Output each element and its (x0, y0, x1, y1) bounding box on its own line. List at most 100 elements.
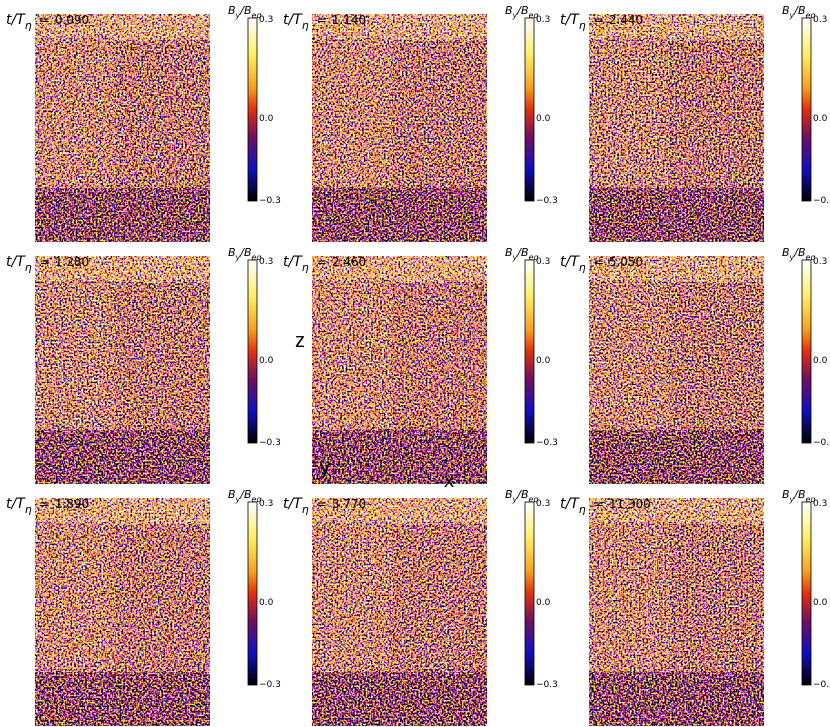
colorbar-tick-label: 0.3 (259, 15, 273, 25)
cube-face (392, 282, 487, 442)
cb-s2: eq (806, 11, 816, 20)
cube-face (312, 256, 487, 310)
colorbar-tick-label: 0.3 (536, 15, 550, 25)
cb-b2: /B (239, 4, 251, 17)
time-label: t/Tη = 2.440 (560, 12, 643, 32)
colorbar (801, 17, 812, 202)
cb-s2: eq (252, 11, 262, 20)
colorbar-tick-label: −0.3 (813, 196, 830, 206)
colorbar-label: By/Beq (228, 4, 262, 20)
cube-face (312, 280, 392, 442)
cube-face (669, 282, 764, 442)
time-subscript: η (302, 19, 309, 32)
cb-s1: y (789, 495, 795, 504)
colorbar (247, 501, 258, 686)
colorbar-label: By/Beq (228, 246, 262, 262)
cb-s2: eq (529, 495, 539, 504)
cb-s1: y (789, 11, 795, 20)
time-equals: = (40, 13, 50, 27)
time-subscript: η (579, 503, 586, 516)
cb-b2: /B (239, 246, 251, 259)
cb-s2: eq (529, 11, 539, 20)
colorbar-label: By/Beq (505, 4, 539, 20)
time-value: 2.440 (609, 13, 643, 27)
time-label: t/Tη = 5.050 (560, 254, 643, 274)
colorbar-label: By/Beq (782, 488, 816, 504)
cube-face (392, 40, 487, 200)
colorbar-tick-label: 0.3 (813, 499, 827, 509)
time-value: 11.300 (609, 497, 651, 511)
cb-b1: B (782, 246, 790, 259)
time-value: 1.140 (332, 13, 366, 27)
cb-b1: B (505, 4, 513, 17)
colorbar-tick-label: 0.0 (813, 356, 828, 366)
colorbar (247, 259, 258, 444)
time-symbol: t/T (6, 496, 26, 512)
colorbar-tick-label: 0.3 (536, 257, 550, 267)
colorbar-tick-label: 0.3 (259, 257, 273, 267)
colorbar-tick-label: 0.0 (259, 598, 274, 608)
colorbar-label: By/Beq (505, 246, 539, 262)
time-equals: = (594, 13, 604, 27)
cube-face (35, 14, 210, 68)
time-value: 1.890 (55, 497, 89, 511)
cube-face (589, 256, 764, 310)
cube-face (669, 524, 764, 684)
time-symbol: t/T (560, 12, 580, 28)
cb-b2: /B (793, 4, 805, 17)
colorbar-tick-label: −0.3 (536, 680, 558, 690)
cb-b1: B (782, 488, 790, 501)
colorbar (524, 501, 535, 686)
cb-b1: B (228, 246, 236, 259)
axis-label-z: z (295, 330, 305, 352)
cb-s1: y (512, 253, 518, 262)
cube-face (35, 430, 210, 484)
cb-s1: y (512, 11, 518, 20)
cube-face (35, 498, 210, 552)
cb-b2: /B (516, 246, 528, 259)
cb-b2: /B (516, 488, 528, 501)
cb-s1: y (789, 253, 795, 262)
time-value: 5.050 (609, 255, 643, 269)
time-symbol: t/T (283, 496, 303, 512)
colorbar-tick-label: −0.3 (813, 438, 830, 448)
cube-face (312, 188, 487, 242)
time-symbol: t/T (560, 254, 580, 270)
colorbar-tick-label: −0.3 (259, 680, 281, 690)
cb-s2: eq (806, 495, 816, 504)
cube-face (35, 280, 115, 442)
colorbar-tick-label: −0.3 (259, 196, 281, 206)
time-equals: = (317, 497, 327, 511)
cube-face (669, 40, 764, 200)
colorbar-tick-label: −0.3 (536, 438, 558, 448)
colorbar-tick-label: 0.0 (813, 598, 828, 608)
time-symbol: t/T (560, 496, 580, 512)
cube-face (312, 522, 392, 684)
cube-face (35, 256, 210, 310)
time-label: t/Tη = 1.280 (6, 254, 89, 274)
colorbar (524, 259, 535, 444)
cube-face (312, 38, 392, 200)
cb-b1: B (782, 4, 790, 17)
colorbar-tick-label: 0.3 (813, 257, 827, 267)
time-symbol: t/T (283, 254, 303, 270)
cube-face (35, 522, 115, 684)
colorbar-label: By/Beq (782, 246, 816, 262)
colorbar-tick-label: −0.3 (536, 196, 558, 206)
cb-b1: B (228, 488, 236, 501)
colorbar-tick-label: 0.0 (536, 598, 551, 608)
cube-face (589, 498, 764, 552)
cb-s2: eq (252, 495, 262, 504)
cb-b2: /B (793, 488, 805, 501)
time-value: 3.770 (332, 497, 366, 511)
time-label: t/Tη = 0.090 (6, 12, 89, 32)
axis-label-y: y (320, 457, 330, 479)
